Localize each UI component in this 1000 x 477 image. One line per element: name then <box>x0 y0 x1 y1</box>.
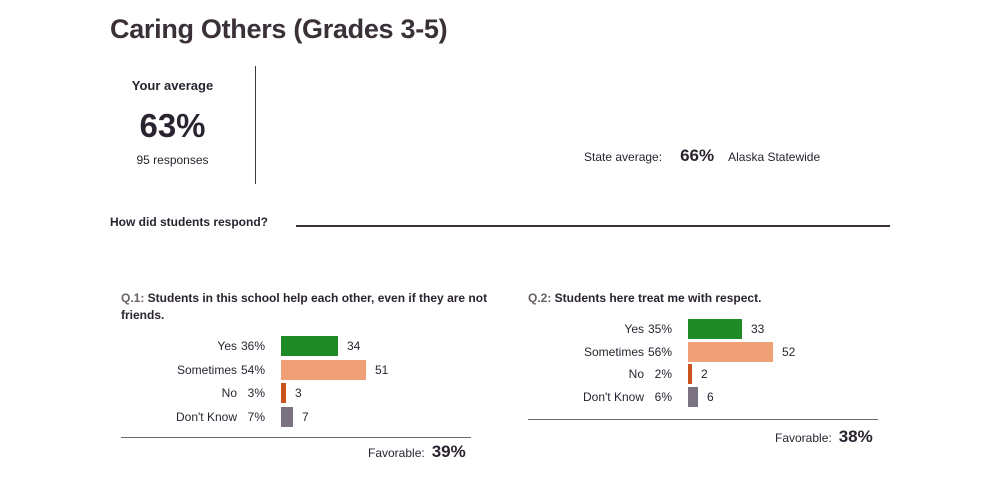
row-percent: 2% <box>654 367 672 381</box>
bar-sometimes <box>281 359 366 380</box>
favorable-value: 39% <box>431 442 466 461</box>
respond-heading: How did students respond? <box>110 215 268 229</box>
state-average-label: State average: <box>584 150 663 164</box>
row-percent: 56% <box>647 344 672 359</box>
question-2-divider <box>528 419 878 420</box>
bar-sometimes <box>688 341 773 362</box>
bar-no <box>281 383 286 403</box>
row-percent: 54% <box>240 362 265 377</box>
question-1-number: Q.1: <box>121 291 145 305</box>
state-average: State average: 66% Alaska Statewide <box>584 146 820 166</box>
bar-value-label: 33 <box>751 322 765 336</box>
question-1-text: Students in this school help each other,… <box>121 291 488 322</box>
bar-value-label: 52 <box>782 344 796 359</box>
row-percent: 3% <box>247 386 265 400</box>
respond-divider <box>296 225 890 227</box>
bar-yes <box>281 336 338 356</box>
favorable-label: Favorable: <box>368 446 425 460</box>
state-name: Alaska Statewide <box>728 150 821 164</box>
your-average-label: Your average <box>131 78 214 93</box>
row-label: Don't Know <box>176 409 237 424</box>
bar-dont-know <box>281 406 293 427</box>
row-label: No <box>628 367 644 381</box>
bar-yes <box>688 319 742 339</box>
responses-count: 95 responses <box>136 153 209 167</box>
bar-value-label: 2 <box>701 367 708 381</box>
row-percent: 36% <box>240 339 265 353</box>
row-label: Yes <box>624 322 644 336</box>
page-title: Caring Others (Grades 3-5) <box>110 14 448 44</box>
bar-value-label: 7 <box>302 409 309 424</box>
question-2-favorable: Favorable: 38% <box>775 427 873 447</box>
question-1-favorable: Favorable: 39% <box>368 442 466 462</box>
row-label: No <box>221 386 237 400</box>
bar-value-label: 6 <box>707 389 714 404</box>
question-2-number: Q.2: <box>528 291 552 305</box>
row-label: Don't Know <box>583 389 644 404</box>
favorable-label: Favorable: <box>775 431 832 445</box>
bar-value-label: 51 <box>375 362 389 377</box>
row-percent: 7% <box>247 409 265 424</box>
bar-no <box>688 364 692 384</box>
vertical-divider <box>255 66 256 184</box>
row-label: Sometimes <box>176 362 237 377</box>
bar-value-label: 34 <box>347 339 361 353</box>
question-1-divider <box>121 437 471 438</box>
favorable-value: 38% <box>838 427 873 446</box>
your-average-panel: Your average 63% 95 responses <box>110 78 235 167</box>
question-1-title: Q.1: Students in this school help each o… <box>121 290 491 324</box>
bar-value-label: 3 <box>295 386 302 400</box>
row-label: Yes <box>217 339 237 353</box>
row-percent: 6% <box>654 389 672 404</box>
state-average-value: 66% <box>680 146 715 165</box>
row-label: Sometimes <box>583 344 644 359</box>
question-2-title: Q.2: Students here treat me with respect… <box>528 290 898 307</box>
question-2-text: Students here treat me with respect. <box>551 291 762 305</box>
bar-dont-know <box>688 386 698 407</box>
row-percent: 35% <box>647 322 672 336</box>
your-average-value: 63% <box>139 107 206 144</box>
